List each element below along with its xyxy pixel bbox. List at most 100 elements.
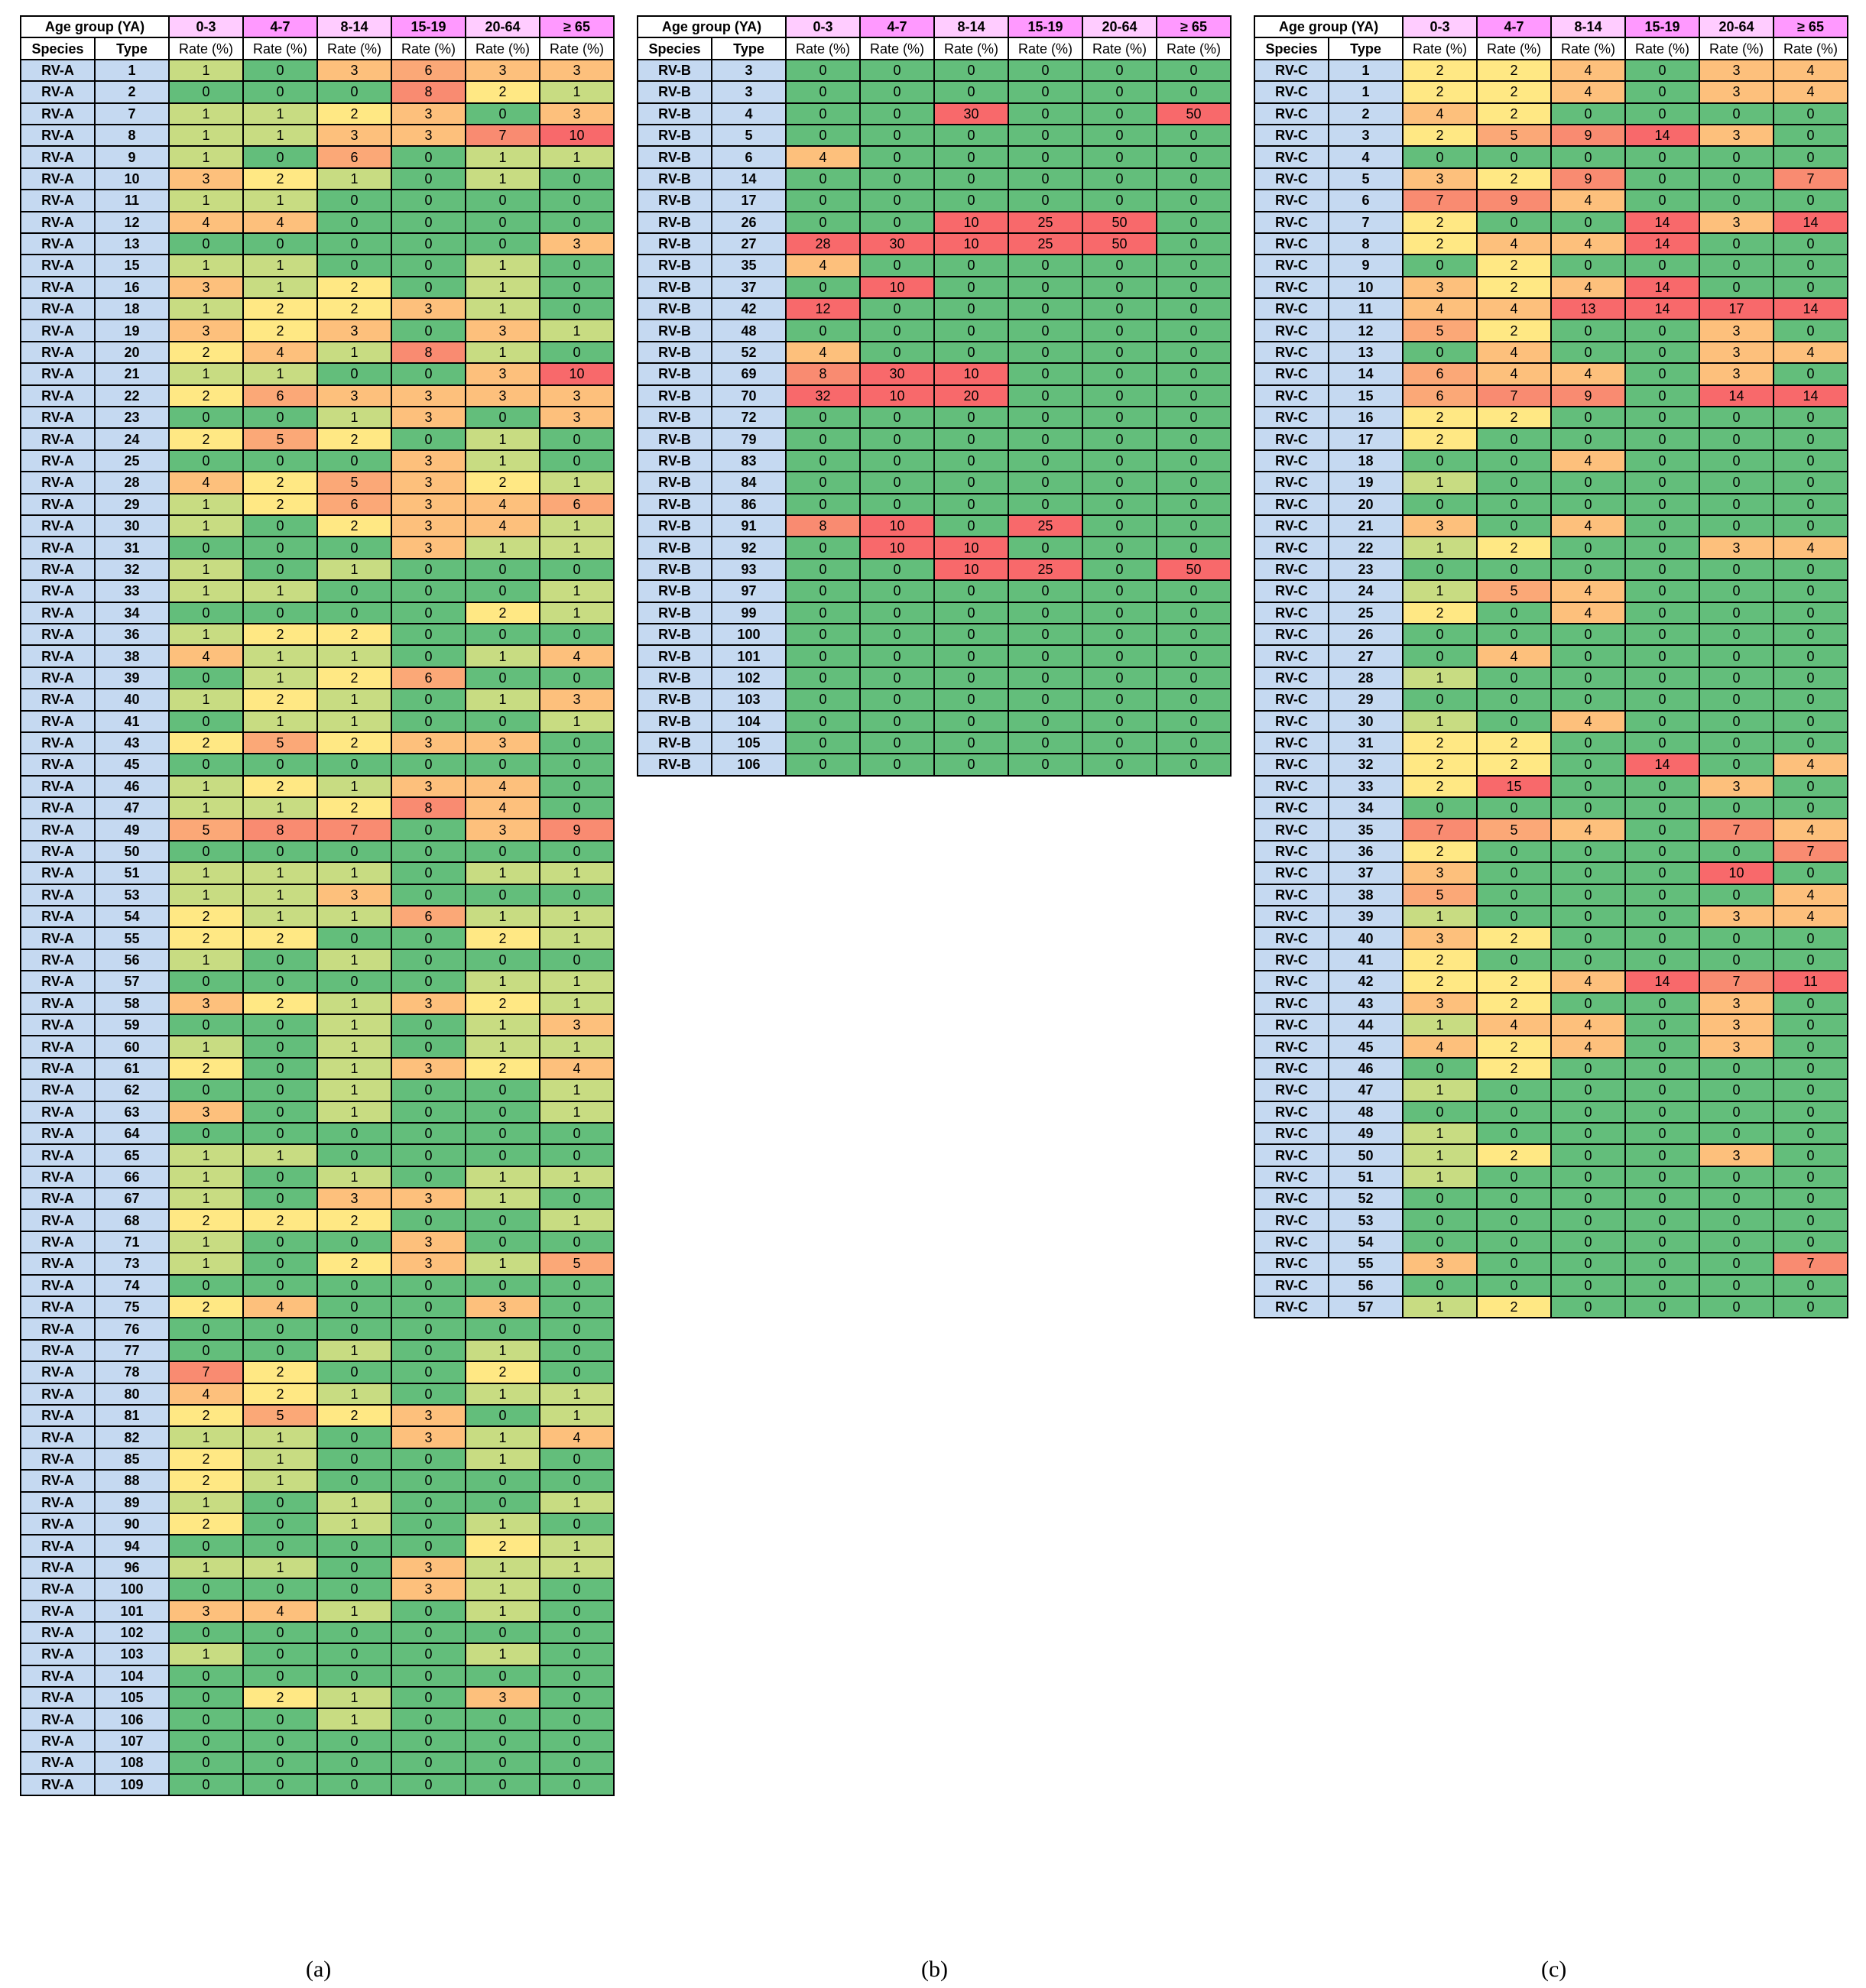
rate-cell: 0 bbox=[1550, 666, 1626, 690]
caption-c: (c) bbox=[1541, 1957, 1567, 1982]
rate-cell: 0 bbox=[1550, 492, 1626, 516]
rate-cell: 2 bbox=[316, 514, 392, 538]
rate-cell: 0 bbox=[1402, 1100, 1478, 1124]
rate-cell: 4 bbox=[1550, 601, 1626, 624]
rate-cell: 0 bbox=[1773, 427, 1848, 451]
table-row: RV-C 35 7 5 4 0 7 4 bbox=[1254, 818, 1848, 842]
rate-cell: 1 bbox=[168, 557, 244, 582]
age-group-5: ≥ 65 bbox=[1773, 15, 1848, 39]
rate-cell: 4 bbox=[465, 796, 540, 820]
type-cell: 63 bbox=[94, 1100, 170, 1124]
rate-cell: 0 bbox=[785, 601, 861, 624]
rate-cell: 1 bbox=[168, 579, 244, 603]
rate-cell: 1 bbox=[316, 406, 392, 430]
rate-cell: 1 bbox=[168, 102, 244, 125]
rate-cell: 1 bbox=[316, 861, 392, 885]
type-cell: 103 bbox=[711, 688, 787, 712]
type-cell: 30 bbox=[94, 514, 170, 538]
species-cell: RV-B bbox=[637, 80, 712, 104]
rate-cell: 4 bbox=[1773, 58, 1848, 83]
rate-cell: 1 bbox=[316, 1013, 392, 1037]
rate-cell: 0 bbox=[1402, 796, 1478, 820]
type-cell: 18 bbox=[1328, 449, 1404, 473]
rate-cell: 1 bbox=[168, 362, 244, 386]
rate-cell: 0 bbox=[859, 427, 935, 451]
rate-cell: 1 bbox=[316, 688, 392, 712]
rate-cell: 1 bbox=[316, 1686, 392, 1710]
species-cell: RV-B bbox=[637, 579, 712, 603]
type-cell: 99 bbox=[711, 601, 787, 624]
rate-cell: 0 bbox=[1773, 666, 1848, 690]
rate-cell: 14 bbox=[1624, 297, 1700, 321]
rate-cell: 2 bbox=[242, 167, 318, 191]
rate-cell: 2 bbox=[316, 666, 392, 690]
species-cell: RV-B bbox=[637, 427, 712, 451]
rate-cell: 0 bbox=[1773, 1273, 1848, 1298]
species-cell: RV-B bbox=[637, 406, 712, 430]
rate-cell: 0 bbox=[1699, 1165, 1774, 1189]
rate-cell: 0 bbox=[1082, 601, 1157, 624]
rate-cell: 4 bbox=[539, 644, 615, 668]
rate-cell: 9 bbox=[1476, 189, 1552, 212]
rate-cell: 1 bbox=[1402, 471, 1478, 495]
rate-cell: 0 bbox=[1156, 492, 1232, 516]
rate-cell: 0 bbox=[465, 406, 540, 430]
rate-cell: 0 bbox=[1082, 427, 1157, 451]
rate-cell: 0 bbox=[391, 1078, 466, 1102]
rate-cell: 0 bbox=[933, 601, 1009, 624]
rate-cell: 0 bbox=[539, 622, 615, 647]
rate-cell: 0 bbox=[316, 232, 392, 256]
rate-cell: 0 bbox=[1624, 449, 1700, 473]
table-row: RV-C 44 1 4 4 0 3 0 bbox=[1254, 1013, 1848, 1037]
rate-cell: 0 bbox=[1624, 406, 1700, 430]
table-row: RV-B 3 0 0 0 0 0 0 bbox=[637, 58, 1232, 83]
rate-cell: 0 bbox=[1624, 905, 1700, 929]
type-cell: 106 bbox=[711, 753, 787, 777]
rate-cell: 0 bbox=[168, 970, 244, 994]
table-row: RV-A 77 0 0 1 0 1 0 bbox=[20, 1338, 615, 1363]
rate-cell: 0 bbox=[1550, 731, 1626, 755]
rate-cell: 0 bbox=[168, 839, 244, 864]
age-group-0: 0-3 bbox=[785, 15, 861, 39]
type-cell: 11 bbox=[94, 189, 170, 212]
rate-cell: 2 bbox=[242, 622, 318, 647]
rate-cell: 0 bbox=[1550, 1296, 1626, 1319]
rate-cell: 2 bbox=[1476, 991, 1552, 1015]
type-cell: 12 bbox=[1328, 319, 1404, 342]
table-row: RV-A 41 0 1 1 0 0 1 bbox=[20, 709, 615, 733]
species-cell: RV-B bbox=[637, 731, 712, 755]
rate-cell: 0 bbox=[242, 601, 318, 624]
rate-cell: 1 bbox=[539, 1382, 615, 1406]
rate-header: Rate (%) bbox=[785, 37, 861, 60]
rate-cell: 0 bbox=[1476, 861, 1552, 885]
species-cell: RV-C bbox=[1254, 774, 1329, 799]
species-cell: RV-A bbox=[20, 644, 96, 668]
rate-cell: 0 bbox=[1624, 1187, 1700, 1211]
species-cell: RV-C bbox=[1254, 471, 1329, 495]
rate-cell: 1 bbox=[539, 471, 615, 495]
rate-cell: 2 bbox=[242, 774, 318, 799]
species-cell: RV-A bbox=[20, 839, 96, 864]
table-row: RV-A 25 0 0 0 3 1 0 bbox=[20, 449, 615, 473]
table-row: RV-C 32 2 2 0 14 0 4 bbox=[1254, 753, 1848, 777]
rate-cell: 3 bbox=[465, 818, 540, 842]
species-cell: RV-A bbox=[20, 1751, 96, 1775]
rate-cell: 4 bbox=[539, 1056, 615, 1081]
species-cell: RV-A bbox=[20, 1360, 96, 1384]
rate-cell: 0 bbox=[539, 1317, 615, 1341]
rate-cell: 0 bbox=[1699, 1252, 1774, 1276]
table-row: RV-B 6 4 0 0 0 0 0 bbox=[637, 145, 1232, 169]
rate-cell: 0 bbox=[539, 774, 615, 799]
rate-cell: 0 bbox=[1550, 753, 1626, 777]
rate-cell: 0 bbox=[168, 406, 244, 430]
rate-cell: 0 bbox=[1082, 471, 1157, 495]
rate-cell: 0 bbox=[1156, 427, 1232, 451]
rate-cell: 0 bbox=[465, 1273, 540, 1298]
rate-cell: 1 bbox=[242, 102, 318, 125]
age-group-5: ≥ 65 bbox=[1156, 15, 1232, 39]
age-group-label: Age group (YA) bbox=[1254, 15, 1404, 39]
rate-cell: 0 bbox=[1699, 427, 1774, 451]
rate-cell: 0 bbox=[1402, 1208, 1478, 1232]
rate-cell: 3 bbox=[1402, 167, 1478, 191]
species-cell: RV-A bbox=[20, 210, 96, 234]
